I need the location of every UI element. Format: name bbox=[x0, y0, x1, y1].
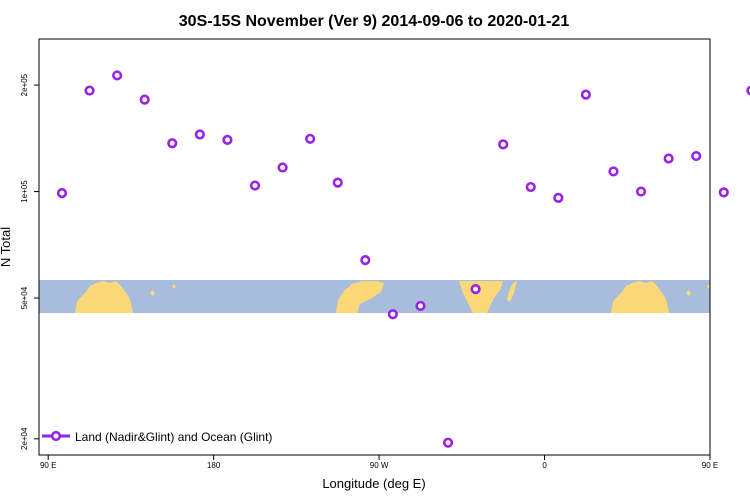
data-point-25 bbox=[746, 85, 750, 96]
world-map-band bbox=[39, 280, 710, 313]
legend-label: Land (Nadir&Glint) and Ocean (Glint) bbox=[75, 430, 272, 444]
y-axis-label: N Total bbox=[0, 227, 13, 267]
y-axis: 2e+04 5e+04 1e+05 2e+05 N Total bbox=[0, 73, 39, 450]
data-point-1 bbox=[84, 85, 95, 96]
data-points bbox=[56, 70, 750, 448]
data-point-15 bbox=[470, 284, 481, 295]
x-tick-label-90e-right: 90 E bbox=[702, 461, 718, 470]
land-australia-left bbox=[75, 281, 133, 313]
data-point-0 bbox=[56, 188, 68, 199]
data-point-16 bbox=[498, 139, 509, 150]
land-southern-africa bbox=[459, 281, 503, 313]
land-south-america bbox=[336, 281, 384, 313]
data-point-23 bbox=[691, 150, 702, 162]
data-point-21 bbox=[635, 186, 647, 197]
x-tick-label-90w: 90 W bbox=[370, 461, 389, 470]
plot-frame bbox=[38, 38, 711, 456]
chart-title: 30S-15S November (Ver 9) 2014-09-06 to 2… bbox=[179, 13, 570, 30]
y-tick-label-1e5: 1e+05 bbox=[20, 180, 29, 203]
x-tick-label-90e: 90 E bbox=[40, 461, 56, 470]
land-australia-right bbox=[611, 281, 669, 313]
x-tick-label-0: 0 bbox=[542, 461, 547, 470]
legend: Land (Nadir&Glint) and Ocean (Glint) bbox=[42, 430, 272, 444]
data-point-19 bbox=[580, 89, 592, 100]
y-tick-label-5e4: 5e+04 bbox=[20, 286, 29, 309]
data-point-10 bbox=[332, 177, 343, 188]
data-point-7 bbox=[249, 180, 261, 191]
data-point-2 bbox=[112, 70, 123, 81]
data-point-17 bbox=[525, 181, 536, 193]
x-axis-label: Longitude (deg E) bbox=[322, 476, 425, 491]
data-point-8 bbox=[277, 162, 288, 173]
data-point-18 bbox=[553, 192, 564, 203]
data-point-11 bbox=[360, 255, 371, 266]
legend-marker-swatch bbox=[50, 430, 62, 442]
y-tick-label-2e4: 2e+04 bbox=[20, 427, 29, 450]
data-point-22 bbox=[663, 153, 674, 164]
data-point-20 bbox=[608, 166, 619, 177]
data-point-9 bbox=[305, 133, 316, 144]
land-island-pacific-2 bbox=[172, 284, 176, 289]
land-island-pacific-right-2 bbox=[707, 284, 710, 289]
land-island-pacific bbox=[150, 290, 155, 296]
data-point-6 bbox=[222, 134, 233, 145]
y-tick-label-2e5: 2e+05 bbox=[20, 73, 29, 96]
data-point-24 bbox=[718, 187, 729, 198]
data-point-14 bbox=[442, 437, 454, 448]
data-point-3 bbox=[139, 94, 150, 105]
land-island-pacific-right bbox=[686, 290, 691, 296]
data-point-4 bbox=[167, 138, 178, 149]
land-madagascar bbox=[507, 281, 517, 302]
x-tick-label-180: 180 bbox=[207, 461, 221, 470]
data-point-5 bbox=[194, 129, 205, 140]
data-point-13 bbox=[415, 300, 426, 312]
data-point-12 bbox=[387, 309, 398, 320]
x-axis: 90 E 180 90 W 0 90 E 180 Longitude (deg … bbox=[40, 455, 718, 491]
